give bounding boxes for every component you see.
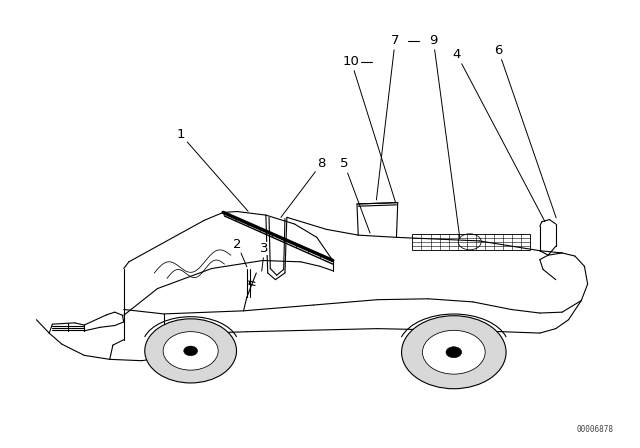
Text: 1: 1: [177, 129, 248, 211]
Circle shape: [401, 316, 506, 389]
Circle shape: [184, 346, 198, 356]
Text: 5: 5: [340, 157, 370, 233]
Text: 8: 8: [281, 157, 326, 217]
Circle shape: [163, 332, 218, 370]
Text: 4: 4: [453, 48, 545, 222]
Text: 10: 10: [343, 55, 396, 202]
Text: 3: 3: [260, 242, 269, 271]
Circle shape: [422, 330, 485, 374]
Text: 2: 2: [233, 237, 247, 267]
Text: 9: 9: [429, 34, 460, 238]
Circle shape: [145, 319, 237, 383]
Text: 6: 6: [494, 44, 556, 218]
Text: 7: 7: [376, 34, 399, 200]
Circle shape: [446, 347, 461, 358]
Text: 00006878: 00006878: [576, 425, 613, 434]
